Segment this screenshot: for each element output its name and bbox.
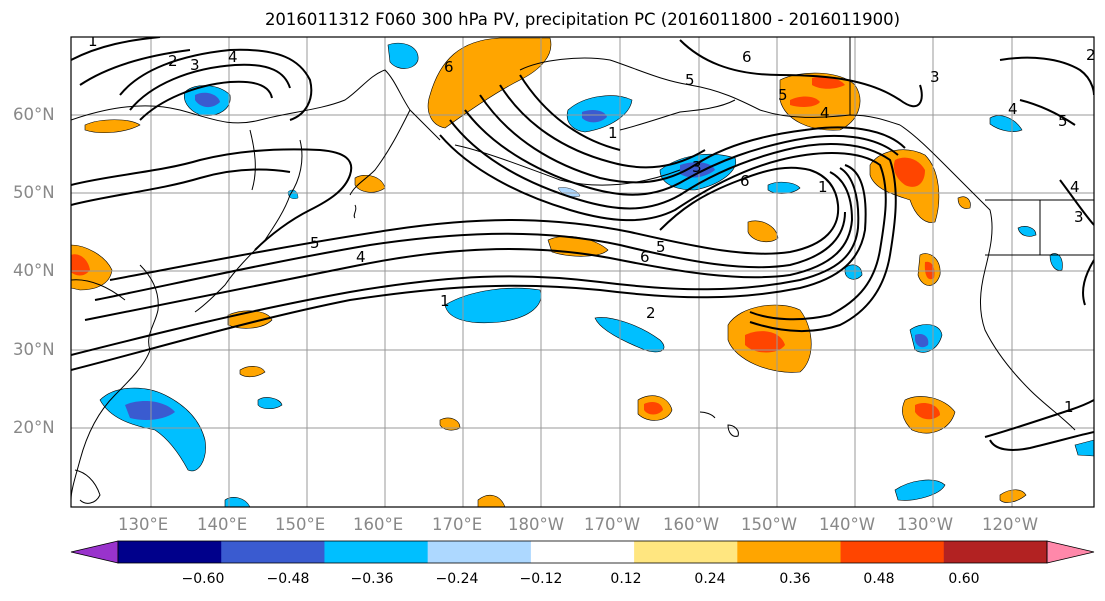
- pv-contours: [71, 37, 1094, 451]
- lon-label: 180°W: [508, 515, 565, 534]
- colorbar-cell: [118, 541, 222, 563]
- colorbar-tick-label: 0.48: [863, 571, 895, 587]
- colorbar-tick-label: 0.60: [948, 571, 980, 587]
- contour-label: 1: [440, 292, 450, 310]
- contour-label: 2: [168, 52, 178, 70]
- lon-label: 170°E: [432, 515, 483, 534]
- lat-label: 50°N: [13, 183, 55, 202]
- colorbar-tick-label: 0.24: [694, 571, 726, 587]
- lon-label: 150°E: [275, 515, 326, 534]
- colorbar-tick-label: −0.36: [350, 571, 394, 587]
- contour-label: 5: [656, 238, 666, 256]
- map-title: 2016011312 F060 300 hPa PV, precipitatio…: [264, 10, 901, 29]
- contour-label: 1: [1064, 398, 1074, 416]
- contour-label: 5: [310, 234, 320, 252]
- coastlines: [71, 37, 1094, 504]
- contour-label: 1: [608, 124, 618, 142]
- contour-label: 6: [640, 248, 650, 266]
- contour-label: 6: [444, 58, 454, 76]
- colorbar-cell: [943, 541, 1048, 563]
- lon-label: 130°W: [897, 515, 954, 534]
- colorbar-cell: [324, 541, 429, 563]
- contour-label: 3: [692, 158, 702, 176]
- lat-label: 40°N: [13, 261, 55, 280]
- colorbar-cell: [840, 541, 945, 563]
- precip-shading: [71, 37, 1094, 507]
- lon-label: 170°W: [584, 515, 641, 534]
- map-frame: [70, 36, 1095, 508]
- lat-label: 20°N: [13, 418, 55, 437]
- contour-label: 2: [1086, 46, 1096, 64]
- colorbar-frame: [117, 540, 1048, 564]
- contour-label: 6: [740, 172, 750, 190]
- contour-label: 6: [742, 48, 752, 66]
- contour-label: 2: [646, 304, 656, 322]
- colorbar-cell: [530, 541, 635, 563]
- lat-label: 30°N: [13, 340, 55, 359]
- contour-label: 5: [778, 86, 788, 104]
- graticule: [71, 37, 1094, 507]
- contour-label: 3: [1074, 208, 1084, 226]
- colorbar-cell: [634, 541, 738, 563]
- lon-label: 130°E: [118, 515, 169, 534]
- colorbar-extend-max: [1046, 540, 1095, 564]
- lon-label: 140°W: [819, 515, 876, 534]
- contour-label: 5: [1058, 112, 1068, 130]
- contour-labels: 1 2 3 4 5 6 6 5 4 3 1 6 5 4 5 4 1 2 3 6 …: [88, 32, 1096, 416]
- contour-label: 1: [818, 178, 828, 196]
- lon-label: 160°E: [353, 515, 404, 534]
- contour-label: 4: [1070, 178, 1080, 196]
- lon-label: 140°E: [197, 515, 248, 534]
- colorbar-cell: [221, 541, 325, 563]
- lon-label: 160°W: [663, 515, 720, 534]
- colorbar-tick-label: −0.48: [266, 571, 310, 587]
- contour-label: 4: [820, 104, 830, 122]
- colorbar-tick-label: −0.24: [435, 571, 479, 587]
- contour-label: 3: [930, 68, 940, 86]
- colorbar-cell: [737, 541, 842, 563]
- colorbar: [70, 540, 1095, 564]
- lon-label: 150°W: [741, 515, 798, 534]
- contour-label: 4: [1008, 100, 1018, 118]
- contour-label: 4: [228, 48, 238, 66]
- colorbar-extend-min: [70, 540, 119, 564]
- contour-label: 1: [88, 32, 98, 50]
- colorbar-cell: [427, 541, 532, 563]
- lat-label: 60°N: [13, 105, 55, 124]
- colorbar-tick-label: −0.12: [519, 571, 563, 587]
- lon-label: 120°W: [982, 515, 1039, 534]
- contour-label: 4: [356, 248, 366, 266]
- contour-label: 5: [685, 71, 695, 89]
- contour-label: 3: [190, 56, 200, 74]
- colorbar-tick-label: 0.12: [610, 571, 642, 587]
- colorbar-tick-label: −0.60: [181, 571, 225, 587]
- colorbar-tick-label: 0.36: [779, 571, 811, 587]
